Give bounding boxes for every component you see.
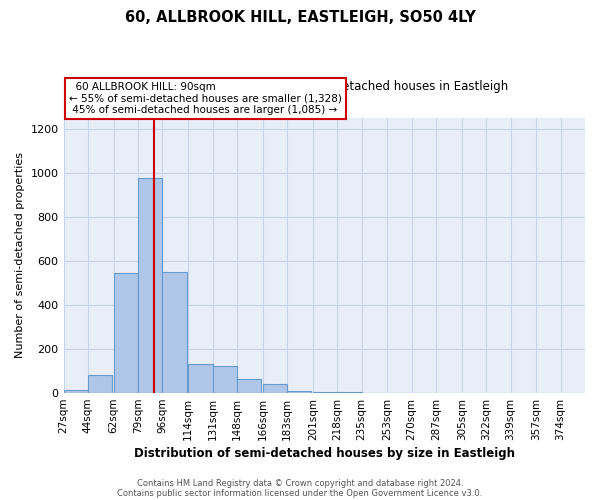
Bar: [188, 364, 212, 393]
Text: Contains HM Land Registry data © Crown copyright and database right 2024.: Contains HM Land Registry data © Crown c…: [137, 478, 463, 488]
Bar: [212, 366, 237, 393]
Text: Contains public sector information licensed under the Open Government Licence v3: Contains public sector information licen…: [118, 488, 482, 498]
Bar: [337, 392, 362, 393]
Bar: [64, 390, 88, 393]
Text: 60 ALLBROOK HILL: 90sqm
← 55% of semi-detached houses are smaller (1,328)
 45% o: 60 ALLBROOK HILL: 90sqm ← 55% of semi-de…: [69, 82, 341, 115]
Bar: [313, 392, 337, 393]
X-axis label: Distribution of semi-detached houses by size in Eastleigh: Distribution of semi-detached houses by …: [134, 447, 515, 460]
Y-axis label: Number of semi-detached properties: Number of semi-detached properties: [15, 152, 25, 358]
Title: Size of property relative to semi-detached houses in Eastleigh: Size of property relative to semi-detach…: [140, 80, 508, 93]
Bar: [287, 391, 311, 393]
Bar: [263, 384, 287, 393]
Bar: [237, 379, 261, 393]
Bar: [113, 273, 138, 393]
Bar: [88, 376, 112, 393]
Bar: [138, 178, 163, 393]
Text: 60, ALLBROOK HILL, EASTLEIGH, SO50 4LY: 60, ALLBROOK HILL, EASTLEIGH, SO50 4LY: [125, 10, 475, 25]
Bar: [163, 272, 187, 393]
